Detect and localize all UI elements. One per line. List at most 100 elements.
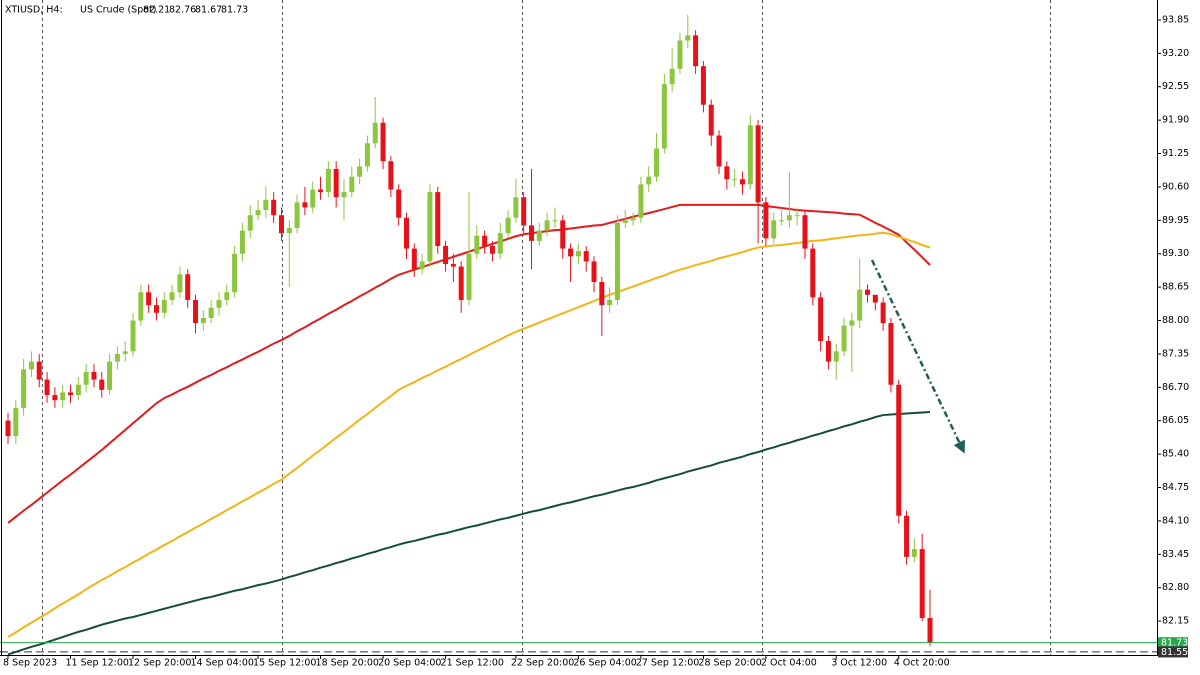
candle-body xyxy=(888,323,894,385)
x-tick-label: 11 Sep 12:00 xyxy=(66,658,129,669)
candle-body xyxy=(411,248,417,270)
candle-body xyxy=(364,143,370,167)
candle-body xyxy=(677,40,683,69)
y-tick-label: 89.30 xyxy=(1162,248,1189,259)
candle-body xyxy=(60,392,66,401)
candle-body xyxy=(724,166,730,180)
candle-body xyxy=(552,220,558,222)
ohlc-low: 81.67 xyxy=(195,5,222,16)
x-tick-label: 28 Sep 20:00 xyxy=(698,658,761,669)
candle-body xyxy=(169,292,175,300)
candle-body xyxy=(13,407,19,437)
candle-body xyxy=(489,246,495,254)
candle-body xyxy=(505,217,511,234)
plot-area xyxy=(0,14,1157,655)
candle-body xyxy=(708,104,714,136)
candle-body xyxy=(28,361,34,370)
candle-body xyxy=(622,220,628,223)
price-tag xyxy=(1158,637,1188,649)
candle-body xyxy=(482,235,488,247)
candle-body xyxy=(99,379,105,390)
candle-body xyxy=(177,274,183,293)
y-tick-label: 93.20 xyxy=(1162,48,1189,59)
y-tick-label: 88.65 xyxy=(1162,282,1189,293)
y-tick-label: 91.90 xyxy=(1162,115,1189,126)
candle-body xyxy=(333,168,339,198)
candle-body xyxy=(716,135,722,167)
candle-body xyxy=(786,215,792,221)
candle-body xyxy=(575,251,581,257)
candle-body xyxy=(68,392,74,396)
candle-body xyxy=(614,222,620,300)
candle-body xyxy=(497,233,503,254)
candle-body xyxy=(310,189,316,208)
x-tick-label: 18 Sep 20:00 xyxy=(316,658,379,669)
price-tag-label: 81.73 xyxy=(1161,638,1188,649)
x-tick-label: 12 Sep 20:00 xyxy=(128,658,191,669)
candle-body xyxy=(44,379,50,396)
candle-body xyxy=(302,202,308,208)
y-tick-label: 82.15 xyxy=(1162,616,1189,627)
candle-body xyxy=(630,217,636,221)
candle-body xyxy=(904,515,910,557)
candle-body xyxy=(388,161,394,190)
candle-body xyxy=(607,299,613,306)
candle-body xyxy=(693,35,699,67)
candle-body xyxy=(825,341,831,362)
y-tick-label: 91.25 xyxy=(1162,148,1189,159)
candle-body xyxy=(810,248,816,298)
candle-body xyxy=(919,549,925,619)
candle-body xyxy=(130,320,136,352)
candle-body xyxy=(466,253,472,300)
price-tag xyxy=(1158,646,1188,658)
candle-body xyxy=(357,166,363,177)
candle-body xyxy=(880,302,886,324)
candle-body xyxy=(794,215,800,217)
candle-body xyxy=(521,197,527,226)
candle-body xyxy=(114,353,120,362)
ohlc-open: 82.21 xyxy=(143,5,170,16)
candle-body xyxy=(732,179,738,181)
frame xyxy=(0,0,1158,656)
candle-body xyxy=(91,371,97,380)
y-tick-label: 92.55 xyxy=(1162,81,1189,92)
ohlc-close: 81.73 xyxy=(221,5,248,16)
x-tick-label: 8 Sep 2023 xyxy=(3,658,57,669)
y-tick-label: 88.00 xyxy=(1162,315,1189,326)
candle-body xyxy=(185,274,191,300)
candle-body xyxy=(419,261,425,270)
candle-body xyxy=(583,251,589,262)
trend-arrow xyxy=(870,259,965,454)
y-tick-label: 87.35 xyxy=(1162,348,1189,359)
x-tick-label: 27 Sep 12:00 xyxy=(636,658,699,669)
candle-body xyxy=(513,197,519,218)
candle-body xyxy=(544,220,550,231)
candle-body xyxy=(833,351,839,362)
candle-body xyxy=(278,215,284,234)
candle-body xyxy=(286,228,292,234)
y-tick-label: 84.75 xyxy=(1162,482,1189,493)
x-tick-label: 26 Sep 04:00 xyxy=(573,658,636,669)
candle-body xyxy=(654,148,660,177)
candle-body xyxy=(646,176,652,185)
candle-body xyxy=(146,292,152,306)
y-tick-label: 89.95 xyxy=(1162,215,1189,226)
moving-average xyxy=(7,410,931,655)
candle-body xyxy=(380,122,386,162)
candle-body xyxy=(52,395,58,401)
candle-body xyxy=(36,361,42,380)
candle-body xyxy=(529,225,535,241)
x-tick-label: 14 Sep 04:00 xyxy=(191,658,254,669)
x-tick-label: 20 Sep 04:00 xyxy=(378,658,441,669)
candle-body xyxy=(927,618,933,643)
candle-body xyxy=(224,292,230,300)
candle-body xyxy=(857,289,863,321)
x-tick-label: 21 Sep 12:00 xyxy=(441,658,504,669)
candle-body xyxy=(200,317,206,324)
candle-body xyxy=(138,292,144,321)
candle-body xyxy=(458,266,464,300)
candle-body xyxy=(841,325,847,352)
candle-body xyxy=(911,549,917,557)
candle-body xyxy=(591,261,597,282)
